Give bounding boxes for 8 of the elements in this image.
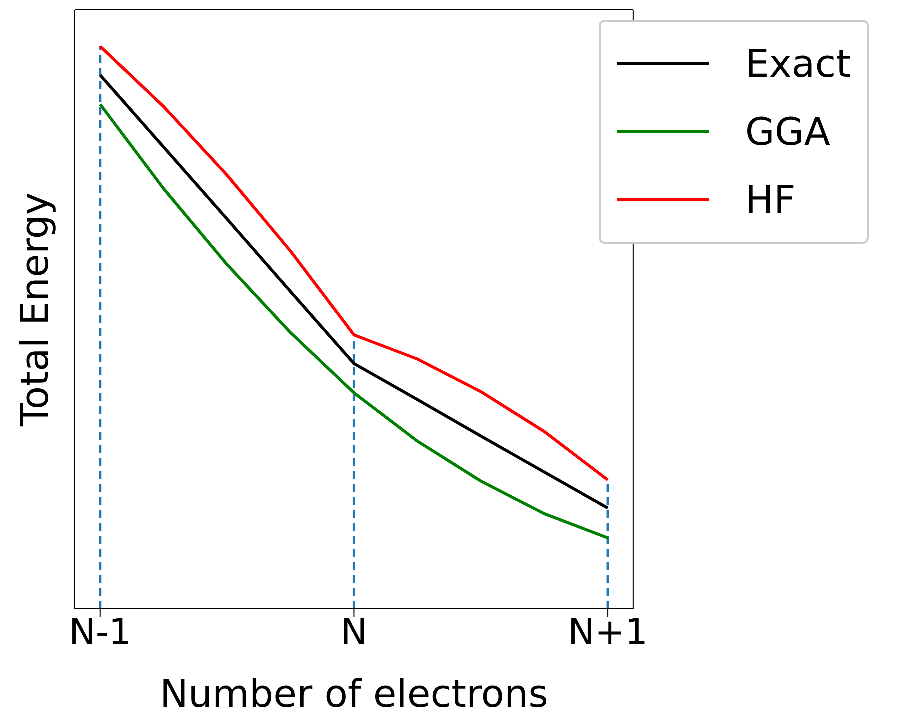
legend-label: HF	[745, 178, 796, 222]
x-tick-label: N	[340, 612, 368, 654]
legend-label: Exact	[745, 42, 851, 86]
x-tick-label: N-1	[68, 612, 132, 654]
x-tick-label: N+1	[568, 612, 648, 654]
legend-label: GGA	[745, 110, 830, 154]
y-axis-title: Total Energy	[13, 192, 57, 428]
x-axis-title: Number of electrons	[160, 672, 548, 709]
